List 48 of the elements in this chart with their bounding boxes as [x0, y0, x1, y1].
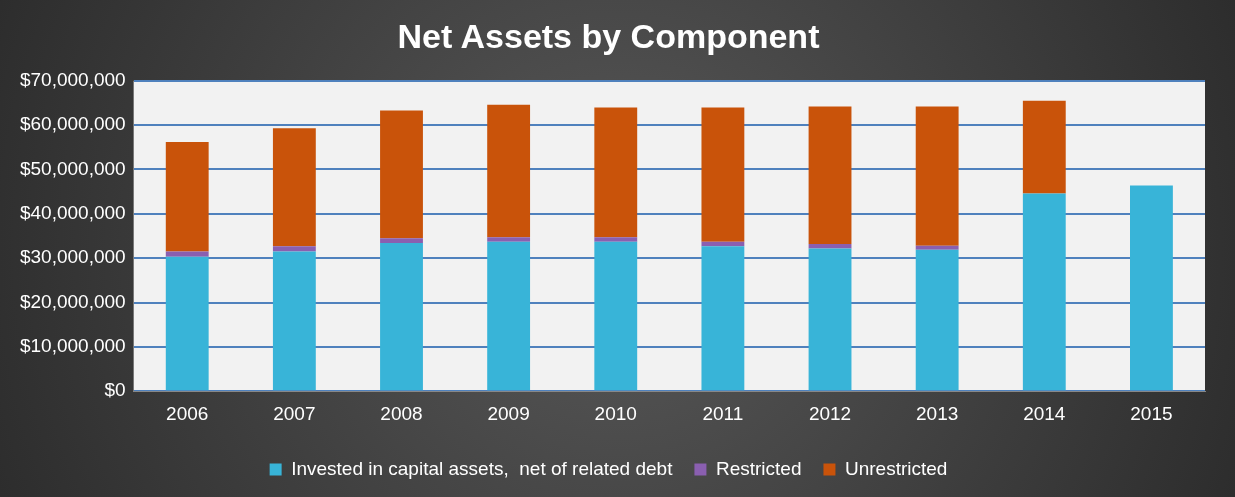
bar — [701, 241, 745, 247]
bar — [915, 249, 959, 391]
x-tick-label: 2013 — [916, 402, 959, 424]
y-tick-label: $30,000,000 — [19, 246, 126, 268]
bar — [701, 107, 745, 242]
bar — [1022, 193, 1066, 391]
bar — [594, 237, 638, 242]
bar — [594, 241, 638, 391]
bar — [165, 141, 209, 252]
x-tick-label: 2010 — [594, 402, 637, 424]
bar — [915, 106, 959, 246]
bar — [915, 245, 959, 250]
y-tick-label: $70,000,000 — [19, 69, 126, 91]
bar — [272, 251, 316, 391]
y-tick-label: $0 — [104, 379, 126, 401]
bar — [487, 237, 531, 242]
bar — [701, 246, 745, 391]
bar — [808, 248, 852, 391]
bar — [380, 110, 423, 239]
y-tick-label: $40,000,000 — [19, 202, 126, 224]
x-tick-label: 2006 — [166, 402, 209, 424]
x-tick-label: 2012 — [808, 402, 852, 424]
bar — [1022, 100, 1066, 194]
legend-label: Invested in capital assets, net of related debt — [291, 457, 674, 479]
chart-title: Net Assets by Component — [397, 16, 820, 55]
bar — [165, 251, 209, 257]
y-tick-label: $60,000,000 — [19, 113, 126, 135]
x-tick-label: 2007 — [273, 402, 316, 424]
bar — [1130, 185, 1173, 391]
x-tick-label: 2009 — [487, 402, 530, 424]
x-tick-label: 2014 — [1023, 402, 1066, 424]
bar — [380, 243, 423, 391]
x-tick-label: 2011 — [702, 402, 744, 424]
y-tick-label: $50,000,000 — [19, 157, 126, 179]
bar — [165, 256, 209, 391]
bar — [808, 106, 852, 244]
bar — [487, 104, 531, 238]
legend-label: Restricted — [715, 457, 802, 479]
bar — [272, 128, 316, 247]
bar — [487, 241, 531, 391]
bar — [380, 238, 423, 244]
y-tick-label: $20,000,000 — [19, 290, 126, 312]
x-tick-label: 2015 — [1130, 402, 1173, 424]
x-tick-label: 2008 — [380, 402, 423, 424]
legend-label: Unrestricted — [844, 457, 948, 479]
bar — [594, 107, 638, 238]
bar — [272, 246, 316, 252]
y-tick-label: $10,000,000 — [19, 335, 126, 357]
